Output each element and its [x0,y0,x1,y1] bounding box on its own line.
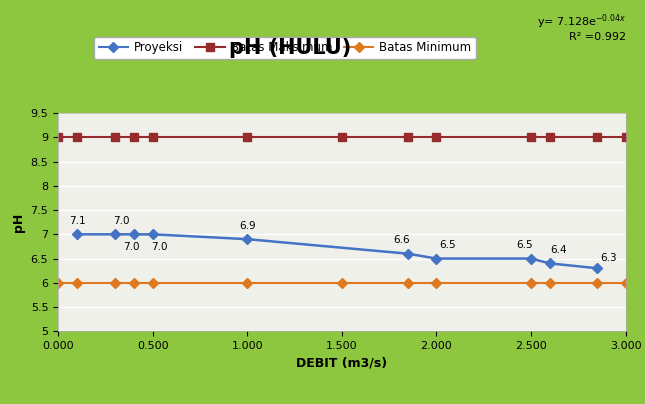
Text: pH (HULU): pH (HULU) [229,38,352,59]
Text: 6.3: 6.3 [600,252,617,263]
Text: 6.5: 6.5 [516,240,532,250]
Text: 7.0: 7.0 [114,216,130,226]
Text: 7.1: 7.1 [68,216,85,226]
Text: 7.0: 7.0 [123,242,139,252]
Legend: Proyeksi, Batas Maksimum, Batas Minimum: Proyeksi, Batas Maksimum, Batas Minimum [94,37,476,59]
X-axis label: DEBIT (m3/s): DEBIT (m3/s) [296,357,388,370]
Text: 6.4: 6.4 [550,245,566,255]
Text: 7.0: 7.0 [152,242,168,252]
Y-axis label: pH: pH [12,213,25,232]
Text: y= 7.128e$^{-0.04x}$
R² =0.992: y= 7.128e$^{-0.04x}$ R² =0.992 [537,12,626,42]
Text: 6.6: 6.6 [393,236,410,245]
Text: 6.5: 6.5 [439,240,456,250]
Text: 6.9: 6.9 [239,221,255,231]
